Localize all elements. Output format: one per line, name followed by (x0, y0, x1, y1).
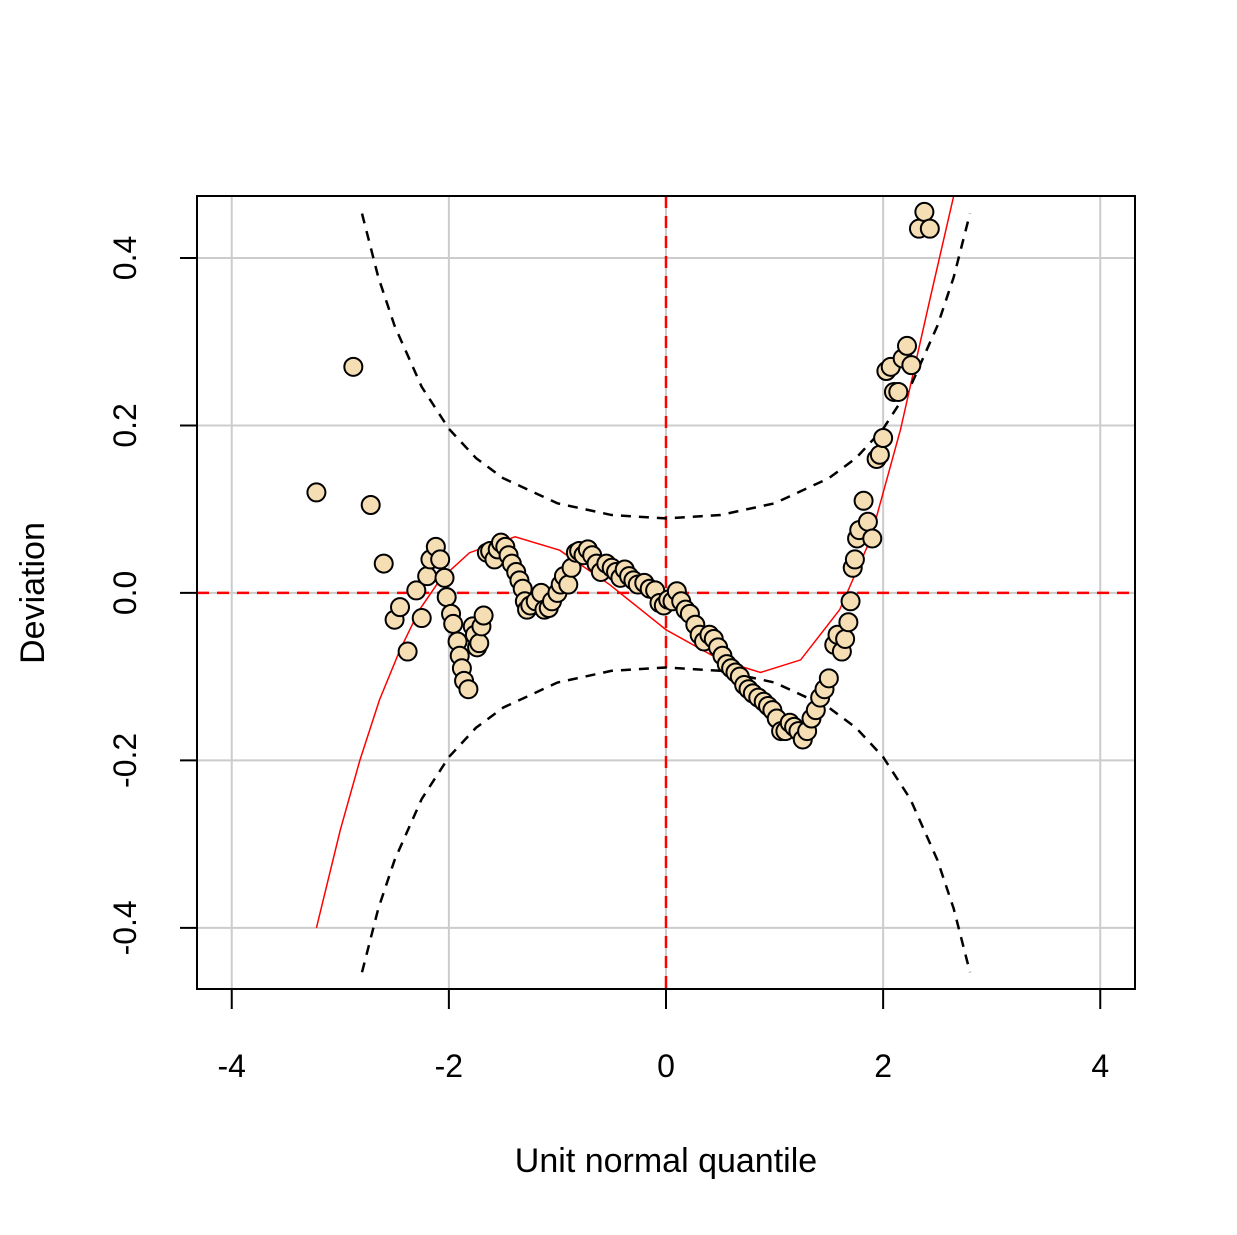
fitted-curve (315, 196, 955, 929)
y-axis-title: Deviation (14, 522, 52, 664)
point (458, 679, 479, 700)
point (436, 587, 457, 608)
point (390, 597, 411, 618)
confidence-band (360, 213, 972, 520)
y-tick-label: -0.4 (107, 900, 143, 955)
point (360, 494, 381, 515)
x-tick-label: -4 (218, 1048, 246, 1084)
plot-area (197, 196, 1135, 989)
confidence-band (360, 666, 972, 973)
point (914, 201, 935, 222)
point (443, 613, 464, 634)
point (417, 566, 438, 587)
point (838, 612, 859, 633)
x-axis-title: Unit normal quantile (515, 1142, 817, 1180)
point (411, 608, 432, 629)
point (373, 553, 394, 574)
point (840, 591, 861, 612)
point (853, 490, 874, 511)
point (406, 580, 427, 601)
x-tick-label: 0 (657, 1048, 675, 1084)
point (873, 428, 894, 449)
point (897, 335, 918, 356)
point (473, 605, 494, 626)
point (835, 628, 856, 649)
point (469, 633, 490, 654)
point (919, 218, 940, 239)
x-tick-label: -2 (435, 1048, 463, 1084)
y-tick-label: 0.0 (107, 571, 143, 615)
point (857, 511, 878, 532)
point (901, 355, 922, 376)
point (888, 381, 909, 402)
point (434, 567, 455, 588)
axes: -4 -2 0 2 4 -0.4 -0.2 0.0 0.2 0.4 (107, 195, 1136, 1084)
point (844, 549, 865, 570)
y-tick-label: 0.2 (107, 403, 143, 447)
y-tick-label: 0.4 (107, 236, 143, 280)
y-tick-label: -0.2 (107, 733, 143, 788)
plot-frame (196, 195, 1136, 990)
point (430, 549, 451, 570)
point (306, 482, 327, 503)
point (343, 356, 364, 377)
point (558, 574, 579, 595)
point (818, 668, 839, 689)
point (862, 528, 883, 549)
x-tick-label: 2 (874, 1048, 892, 1084)
point (397, 641, 418, 662)
x-tick-label: 4 (1091, 1048, 1109, 1084)
point (869, 444, 890, 465)
